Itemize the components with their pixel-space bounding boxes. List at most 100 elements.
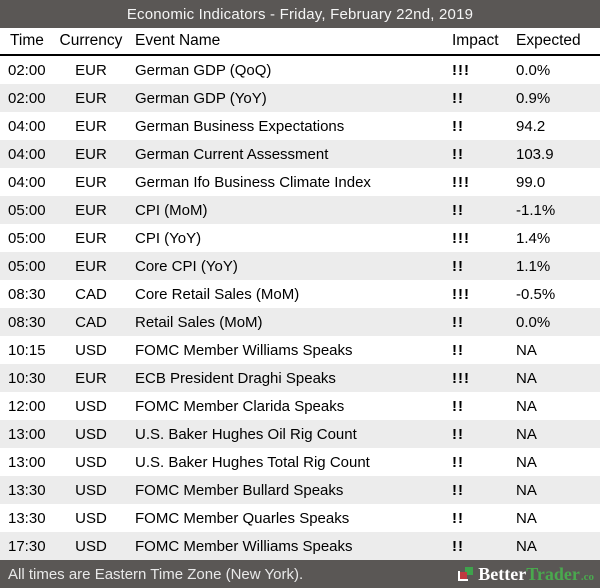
cell-time: 04:00 [8, 117, 46, 135]
cell-currency: USD [75, 509, 107, 527]
cell-expected: NA [516, 509, 537, 527]
table-row: 04:00 EUR German Ifo Business Climate In… [0, 168, 600, 196]
cell-time: 05:00 [8, 257, 46, 275]
cell-impact: !!! [452, 229, 470, 247]
cell-currency: EUR [75, 201, 107, 219]
cell-impact: !! [452, 509, 464, 527]
cell-expected: NA [516, 397, 537, 415]
cell-time: 13:30 [8, 509, 46, 527]
table-row: 02:00 EUR German GDP (QoQ) !!! 0.0% [0, 55, 600, 84]
cell-impact: !! [452, 201, 464, 219]
table-row: 04:00 EUR German Current Assessment !! 1… [0, 140, 600, 168]
cell-currency: USD [75, 537, 107, 555]
cell-currency: EUR [75, 229, 107, 247]
cell-currency: EUR [75, 173, 107, 191]
cell-currency: EUR [75, 117, 107, 135]
column-header-expected: Expected [515, 28, 600, 56]
cell-impact: !! [452, 341, 464, 359]
cell-time: 17:30 [8, 537, 46, 555]
title-bar: Economic Indicators - Friday, February 2… [0, 0, 600, 28]
bettertrader-logo[interactable]: Better Trader .co [458, 565, 594, 583]
cell-event: FOMC Member Williams Speaks [135, 537, 353, 555]
cell-time: 04:00 [8, 145, 46, 163]
table-row: 17:30 USD FOMC Member Williams Speaks !!… [0, 532, 600, 560]
cell-event: CPI (MoM) [135, 201, 208, 219]
timezone-note: All times are Eastern Time Zone (New Yor… [8, 565, 304, 583]
column-header-time: Time [0, 28, 57, 56]
cell-event: ECB President Draghi Speaks [135, 369, 336, 387]
column-header-impact: Impact [450, 28, 515, 56]
cell-time: 13:00 [8, 425, 46, 443]
cell-expected: 94.2 [516, 117, 546, 135]
table-row: 10:15 USD FOMC Member Williams Speaks !!… [0, 336, 600, 364]
logo-red-square [460, 571, 468, 579]
cell-impact: !! [452, 145, 464, 163]
cell-currency: USD [75, 425, 107, 443]
cell-event: CPI (YoY) [135, 229, 202, 247]
cell-expected: NA [516, 425, 537, 443]
cell-impact: !! [452, 537, 464, 555]
cell-time: 05:00 [8, 201, 46, 219]
cell-impact: !! [452, 257, 464, 275]
cell-event: FOMC Member Clarida Speaks [135, 397, 345, 415]
table-row: 08:30 CAD Retail Sales (MoM) !! 0.0% [0, 308, 600, 336]
cell-impact: !!! [452, 173, 470, 191]
cell-currency: EUR [75, 369, 107, 387]
column-header-event: Event Name [125, 28, 450, 56]
bettertrader-logo-icon [458, 566, 474, 582]
cell-impact: !! [452, 397, 464, 415]
cell-currency: USD [75, 453, 107, 471]
table-row: 12:00 USD FOMC Member Clarida Speaks !! … [0, 392, 600, 420]
cell-impact: !! [452, 481, 464, 499]
cell-time: 02:00 [8, 89, 46, 107]
cell-impact: !!! [452, 285, 470, 303]
cell-expected: NA [516, 453, 537, 471]
table-row: 10:30 EUR ECB President Draghi Speaks !!… [0, 364, 600, 392]
column-header-currency: Currency [57, 28, 125, 56]
cell-impact: !! [452, 425, 464, 443]
cell-time: 10:15 [8, 341, 46, 359]
cell-currency: EUR [75, 89, 107, 107]
cell-time: 08:30 [8, 285, 46, 303]
cell-time: 08:30 [8, 313, 46, 331]
cell-currency: USD [75, 341, 107, 359]
cell-event: Core Retail Sales (MoM) [135, 285, 300, 303]
brand-text-better: Better [478, 564, 527, 584]
cell-expected: 103.9 [516, 145, 554, 163]
cell-event: German Business Expectations [135, 117, 345, 135]
cell-impact: !! [452, 117, 464, 135]
table-row: 05:00 EUR CPI (MoM) !! -1.1% [0, 196, 600, 224]
table-row: 13:00 USD U.S. Baker Hughes Oil Rig Coun… [0, 420, 600, 448]
events-table: Time Currency Event Name Impact Expected… [0, 28, 600, 560]
cell-expected: 1.4% [516, 229, 551, 247]
table-row: 05:00 EUR Core CPI (YoY) !! 1.1% [0, 252, 600, 280]
cell-expected: NA [516, 341, 537, 359]
cell-impact: !!! [452, 61, 470, 79]
table-row: 02:00 EUR German GDP (YoY) !! 0.9% [0, 84, 600, 112]
cell-event: FOMC Member Quarles Speaks [135, 509, 350, 527]
cell-expected: 1.1% [516, 257, 551, 275]
logo-bracket-shape [458, 570, 469, 581]
footer-bar: All times are Eastern Time Zone (New Yor… [0, 560, 600, 588]
cell-expected: NA [516, 481, 537, 499]
table-row: 13:30 USD FOMC Member Bullard Speaks !! … [0, 476, 600, 504]
page-title: Economic Indicators - Friday, February 2… [126, 5, 474, 23]
cell-expected: NA [516, 537, 537, 555]
cell-event: German Current Assessment [135, 145, 329, 163]
cell-expected: NA [516, 369, 537, 387]
brand-text-co: .co [580, 571, 594, 583]
table-row: 05:00 EUR CPI (YoY) !!! 1.4% [0, 224, 600, 252]
cell-currency: CAD [75, 313, 107, 331]
cell-impact: !! [452, 89, 464, 107]
cell-impact: !! [452, 453, 464, 471]
cell-event: German Ifo Business Climate Index [135, 173, 371, 191]
cell-event: U.S. Baker Hughes Oil Rig Count [135, 425, 357, 443]
table-row: 13:00 USD U.S. Baker Hughes Total Rig Co… [0, 448, 600, 476]
cell-expected: -1.1% [516, 201, 556, 219]
cell-currency: USD [75, 397, 107, 415]
cell-expected: 0.0% [516, 313, 551, 331]
table-row: 04:00 EUR German Business Expectations !… [0, 112, 600, 140]
cell-event: German GDP (YoY) [135, 89, 267, 107]
table-row: 08:30 CAD Core Retail Sales (MoM) !!! -0… [0, 280, 600, 308]
cell-event: German GDP (QoQ) [135, 61, 272, 79]
